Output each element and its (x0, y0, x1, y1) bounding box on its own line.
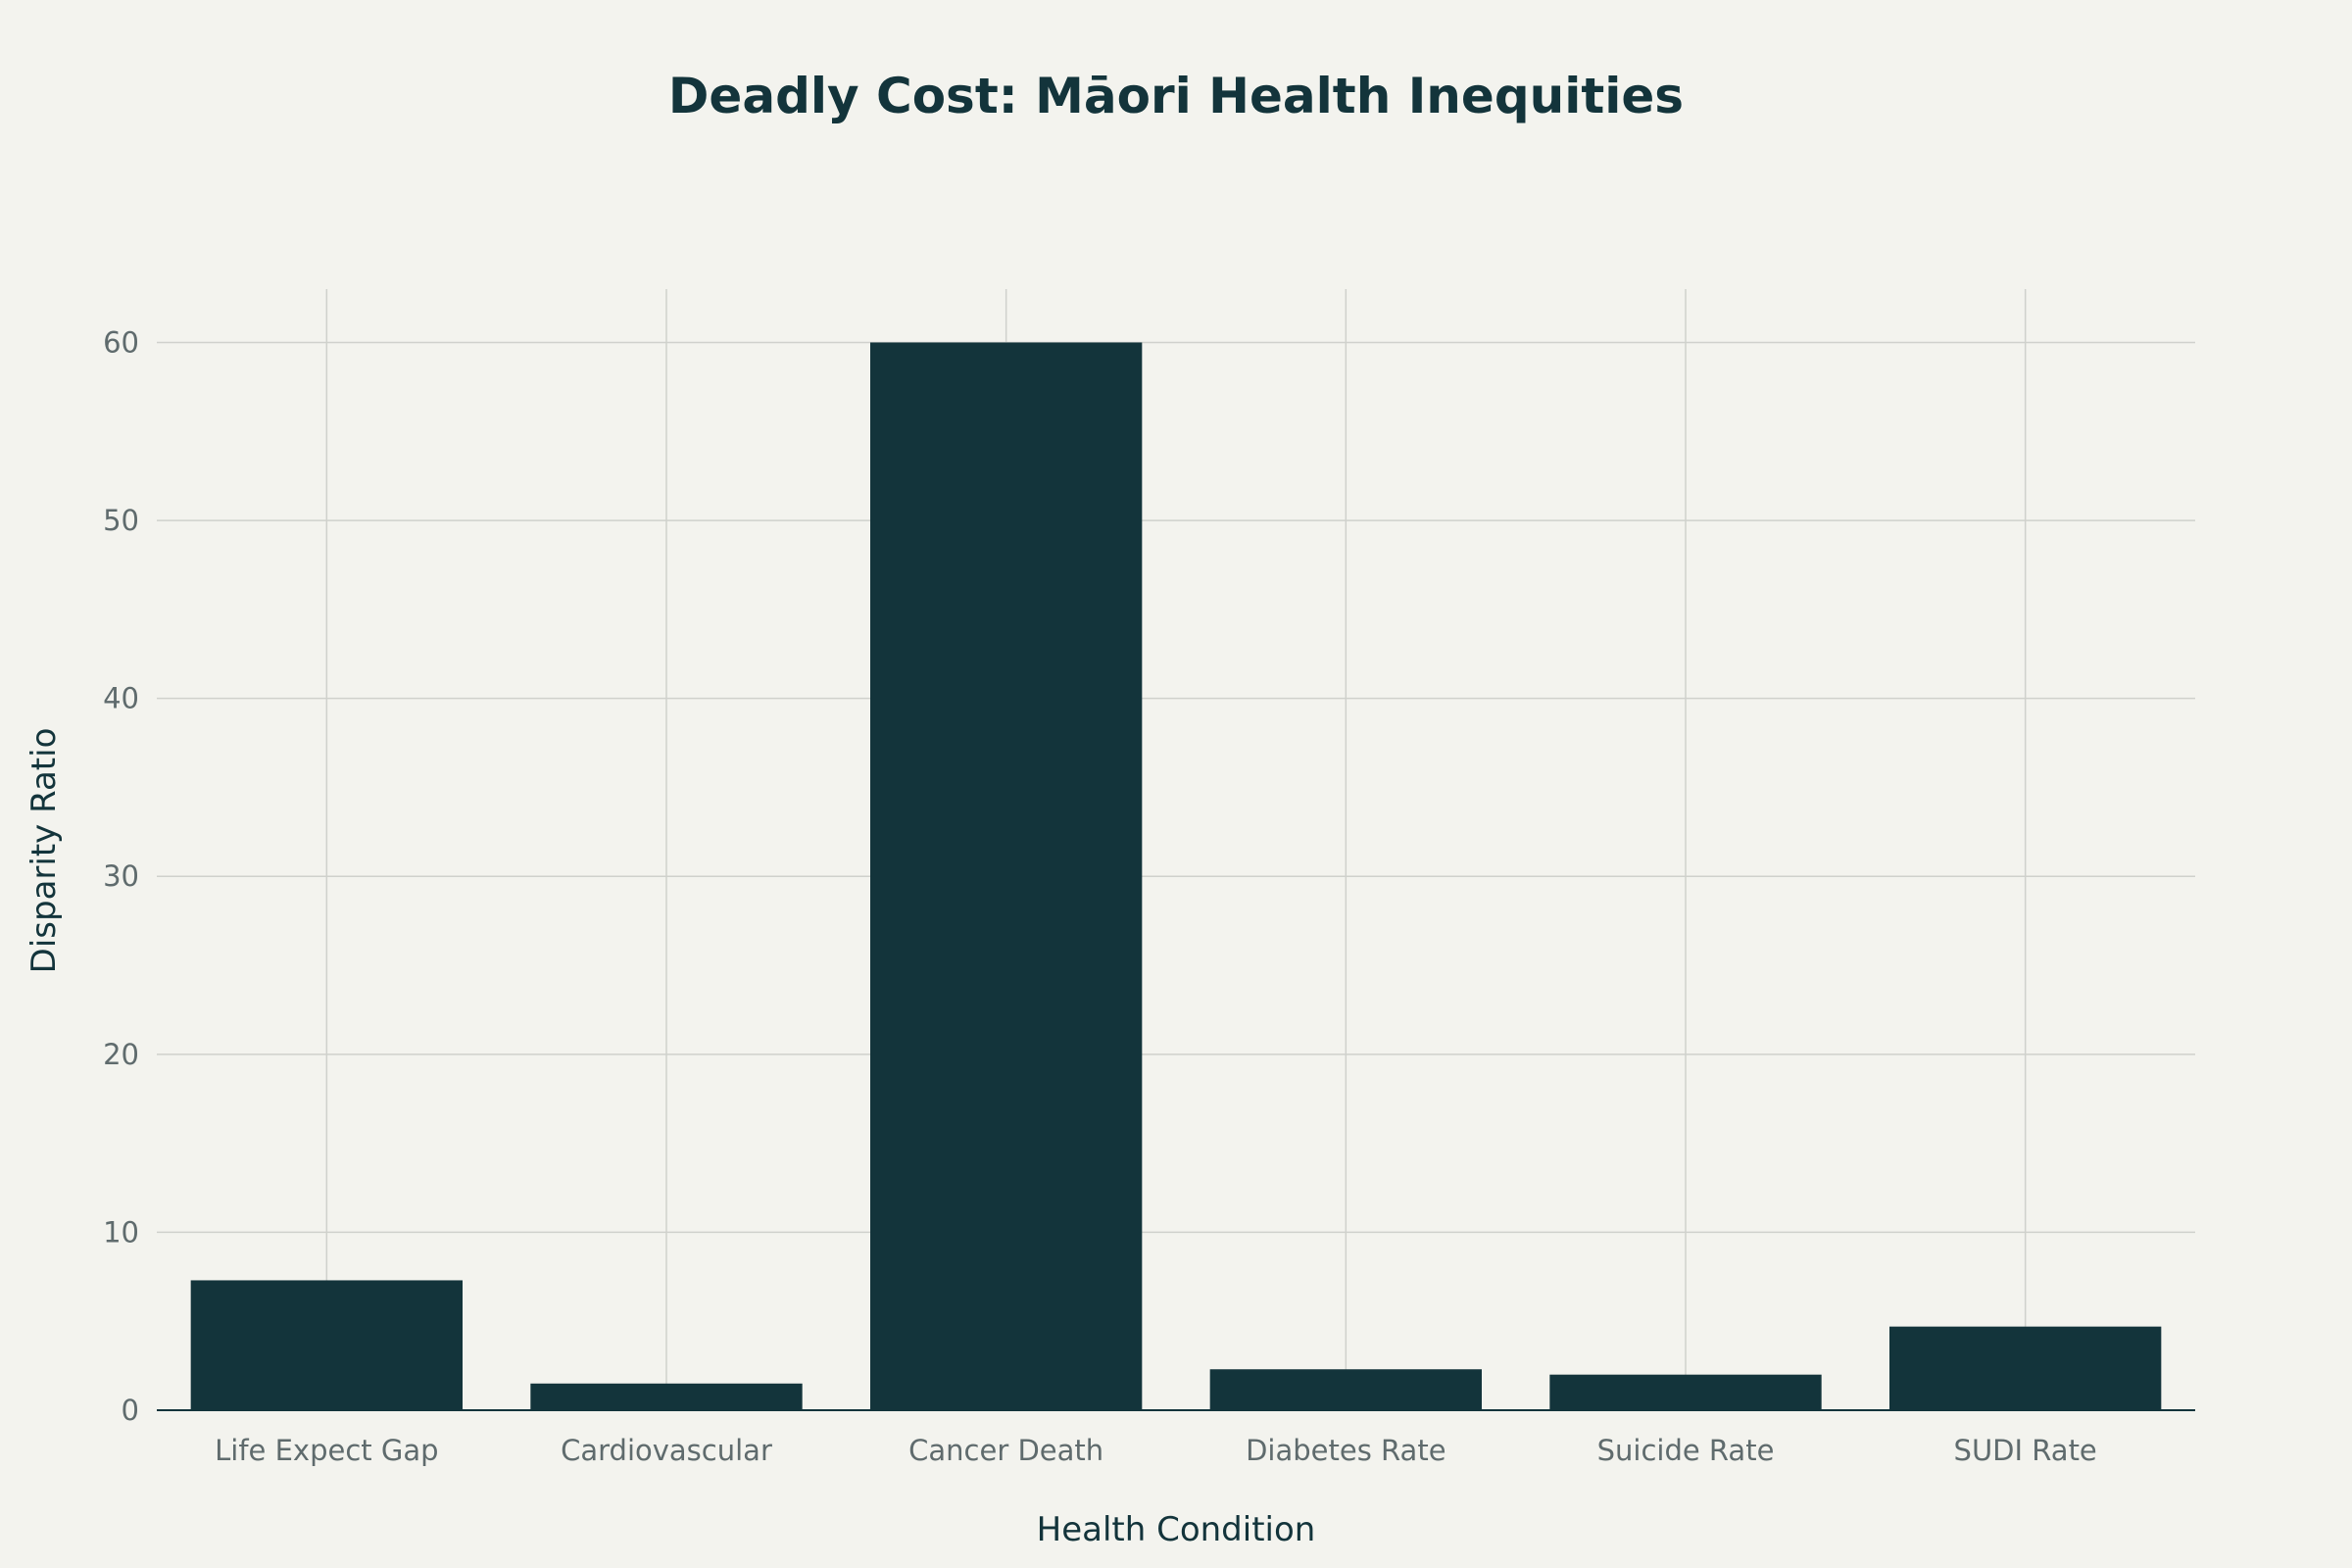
x-axis-title: Health Condition (1037, 1510, 1316, 1549)
x-tick-label: SUDI Rate (1954, 1434, 2097, 1467)
bar[interactable] (1210, 1369, 1482, 1410)
bar[interactable] (530, 1384, 802, 1410)
grid (157, 289, 2195, 1410)
y-tick-label: 30 (103, 859, 139, 893)
y-tick-label: 60 (103, 325, 139, 359)
y-tick-label: 10 (103, 1215, 139, 1249)
x-tick-label: Diabetes Rate (1246, 1434, 1446, 1467)
y-axis-title: Disparity Ratio (24, 728, 64, 974)
x-tick-label: Life Expect Gap (215, 1434, 438, 1467)
bar[interactable] (1889, 1327, 2161, 1410)
y-tick-label: 20 (103, 1038, 139, 1071)
chart-title: Deadly Cost: Māori Health Inequities (668, 68, 1684, 124)
bar[interactable] (870, 342, 1142, 1410)
x-tick-label: Suicide Rate (1597, 1434, 1775, 1467)
y-axis-ticks: 0 10 20 30 40 50 60 (103, 325, 139, 1427)
y-tick-label: 50 (103, 504, 139, 537)
bar[interactable] (191, 1280, 463, 1410)
y-tick-label: 0 (122, 1394, 139, 1427)
bar[interactable] (1549, 1375, 1821, 1410)
x-tick-label: Cardiovascular (561, 1434, 772, 1467)
y-tick-label: 40 (103, 682, 139, 715)
x-axis-ticks: Life Expect Gap Cardiovascular Cancer Deat… (215, 1434, 2097, 1467)
x-tick-label: Cancer Death (908, 1434, 1103, 1467)
